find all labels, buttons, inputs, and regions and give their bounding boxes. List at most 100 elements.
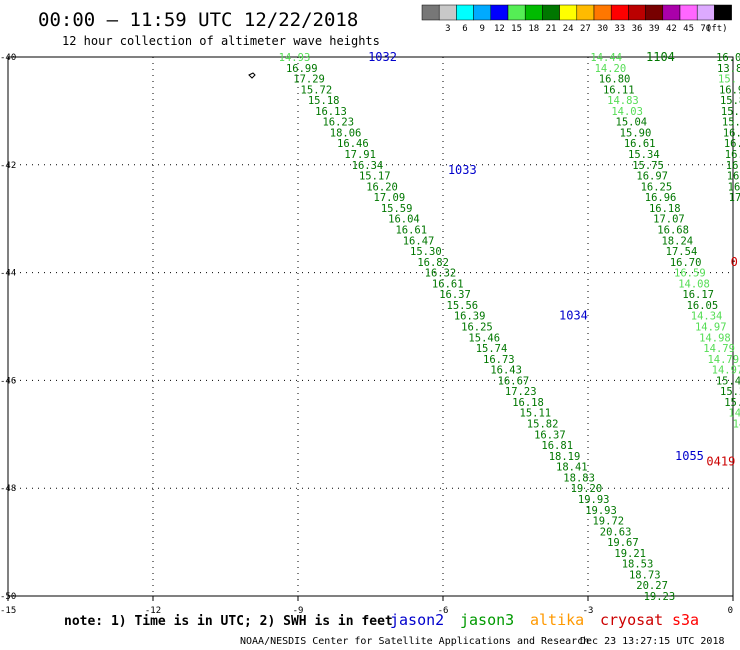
swh-value: 16.68 [657,224,689,236]
swh-value: 16.37 [439,289,471,301]
legend-label: 6 [462,24,467,34]
header: 00:00 – 11:59 UTC 12/22/2018 12 hour col… [38,9,380,48]
swh-value: 15.06 [724,397,740,409]
swh-value: 18.24 [661,235,693,247]
swh-value: 16.77 [725,149,740,161]
legend-label: 21 [546,24,557,34]
swh-value: 16.34 [352,160,384,172]
legend-swatch [645,4,664,21]
legend-swatch [662,4,681,21]
swh-value: 20.27 [636,580,668,592]
y-tick-label: -42 [0,161,16,171]
swh-value: 16.17 [682,289,714,301]
swh-value: 16.20 [723,127,740,139]
legend-label: 45 [683,24,694,34]
footer: note: 1) Time is in UTC; 2) SWH is in fe… [64,611,725,647]
swh-value: 15.74 [476,343,508,355]
swh-value: 17.91 [344,149,376,161]
swh-value: 15. [718,74,737,86]
x-tick-label: -15 [0,606,16,616]
legend-label: 27 [580,24,591,34]
swh-value: 16.97 [636,171,668,183]
legend-swatch [559,4,578,21]
legend-swatch [421,4,440,21]
swh-value: 16.59 [674,268,706,280]
pass-1: 14.9316.9917.2915.7215.1816.1316.2318.06… [279,52,676,603]
swh-value: 17.54 [666,246,698,258]
legend-label: 12 [494,24,505,34]
swh-value: 14.79 [703,343,735,355]
swh-value: 19.67 [607,537,639,549]
legend-swatch [679,4,698,21]
swh-value: 14.79 [707,354,739,366]
legend-label: 36 [632,24,643,34]
legend-swatch [576,4,595,21]
swh-value: 16.31 [728,181,740,193]
swh-value: 18.73 [629,569,661,581]
swh-value: 14.20 [595,63,627,75]
swh-value: 15.56 [447,300,479,312]
swh-value: 17.07 [653,214,685,226]
swh-value: 16.82 [417,257,449,269]
swh-value: 16.72 [726,160,740,172]
swh-value: 16.18 [512,397,544,409]
legend-label: 18 [528,24,539,34]
swh-value: 15.83 [722,117,740,129]
swh-value: 17.29 [293,74,325,86]
swh-value: 16.99 [286,63,318,75]
legend-swatch [473,4,492,21]
axis-ticks: -15 -12 -9 -6 -3 0 -40 -42 -44 -46 -48 -50 [0,53,734,616]
y-tick-label: -48 [0,484,16,494]
swh-value: 15.23 [720,386,740,398]
legend-label: 24 [563,24,574,34]
pass-time-label: 1032 [368,50,397,64]
pass-3: 16.013.815.16.9915.8615.2515.8316.2016.3… [716,52,740,204]
lat-lon-grid [8,57,733,596]
swh-value: 18.53 [622,559,654,571]
legend-swatch [593,4,612,21]
swh-value: 14.08 [678,278,710,290]
swh-value: 19.72 [592,516,624,528]
swh-value: 15.90 [620,127,652,139]
swh-value: 16.25 [461,322,493,334]
swh-value: 16.39 [454,311,486,323]
pass-time-label: 1104 [646,50,675,64]
x-tick-label: -3 [583,606,594,616]
swh-value: 15.72 [301,84,333,96]
y-tick-label: -50 [0,592,16,602]
swh-value: 15.86 [720,95,740,107]
satellite-name: jason2 [390,611,444,629]
legend-swatch [628,4,646,21]
legend-label: 9 [479,24,484,34]
satellite-name: cryosat [600,611,663,629]
swh-value: 16.61 [432,278,464,290]
legend-swatch [542,4,560,21]
legend-swatch [610,4,629,21]
swh-value: 16.96 [645,192,677,204]
swh-value: 15.46 [468,332,500,344]
pass-2: 14.4414.2016.8016.1114.8314.0315.0415.90… [590,52,740,431]
swh-value: 15.04 [616,117,648,129]
altimeter-passes: 14.9316.9917.2915.7215.1816.1316.2318.06… [279,52,740,603]
swh-value: 15.34 [628,149,660,161]
swh-value: 16.66 [727,171,740,183]
x-tick-label: 0 [728,606,733,616]
legend-swatch [524,4,543,21]
swh-value: 19.93 [585,505,617,517]
swh-value: 17.09 [374,192,406,204]
legend-label: 42 [666,24,677,34]
pass-time-label: 1055 [675,449,704,463]
x-tick-label: -12 [145,606,161,616]
pass-time-label: 1033 [448,163,477,177]
legend-swatch [714,4,732,21]
swh-value: 14.93 [279,52,311,64]
swh-value: 16.0 [716,52,740,64]
legend-swatch [507,4,526,21]
swh-value: 15.59 [381,203,413,215]
swh-value: 16.73 [483,354,515,366]
pass-time-label: 0 [731,255,738,269]
swh-value: 16.13 [315,106,347,118]
island-outline [248,72,256,79]
swh-value: 16.43 [490,365,522,377]
